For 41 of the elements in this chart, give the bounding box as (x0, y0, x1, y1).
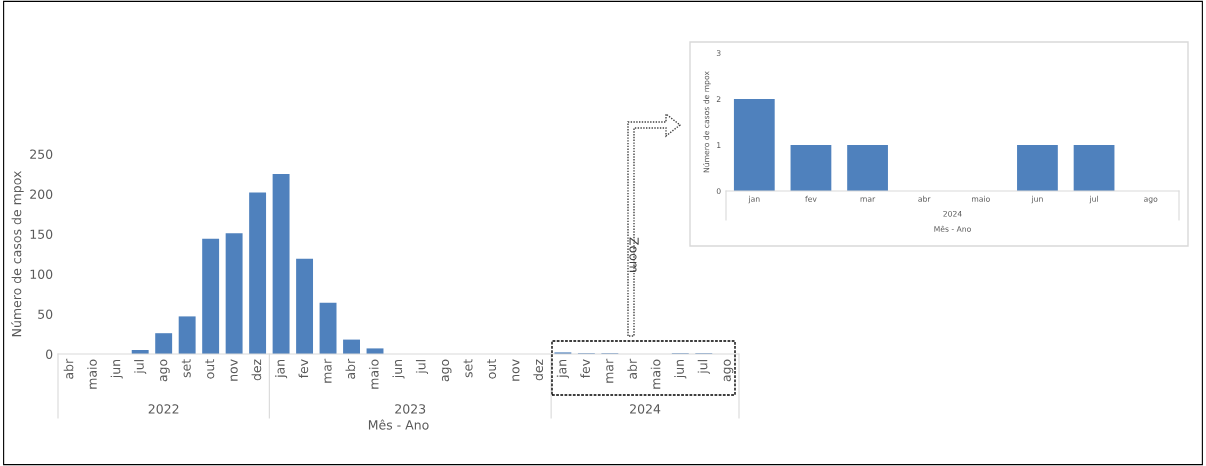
x-tick-label: dez (533, 359, 544, 381)
y-tick-label: 200 (30, 189, 53, 199)
x-tick-label: mar (606, 358, 614, 383)
x-tick-label: ago (441, 359, 452, 382)
x-tick-label: out (487, 359, 497, 379)
x-tick-label: abr (63, 358, 74, 379)
x-tick-label: maio (650, 359, 661, 389)
x-tick-label: jan (556, 359, 569, 379)
x-tick-label: jun (392, 359, 405, 379)
x-tick-label: set (463, 359, 473, 378)
x-tick-label: nov (512, 359, 520, 381)
x-tick-label: jul (134, 360, 147, 374)
x-tick-label: maio (87, 359, 97, 389)
y-tick-label: 100 (30, 269, 53, 279)
x-tick-label: ago (160, 359, 170, 382)
x-axis-title: Mês - Ano (368, 419, 429, 430)
x-tick-label: dez (251, 359, 262, 381)
y-axis-title: Número de casos de mpox (11, 171, 24, 337)
x-tick-label: maio (368, 359, 379, 389)
x-tick-label: out (205, 359, 215, 379)
x-tick-label: jun (110, 359, 123, 379)
x-tick-label: jul (415, 360, 429, 374)
x-tick-label: jan (275, 359, 288, 379)
x-tick-label: abr (627, 358, 637, 379)
x-tick-label: mar (324, 358, 332, 383)
x-tick-label: abr (345, 358, 356, 379)
text: 2022 (148, 404, 179, 414)
y-tick-label: 50 (38, 309, 53, 319)
x-tick-label: nov (230, 359, 238, 381)
y-tick-label: 150 (30, 229, 53, 239)
text: 2024 (630, 404, 661, 414)
x-tick-label: jun (674, 359, 687, 379)
x-tick-label: ago (723, 359, 734, 382)
x-tick-label: fev (580, 359, 590, 379)
x-tick-label: fev (298, 359, 309, 379)
y-tick-label: 0 (46, 349, 53, 359)
text: 2023 (395, 404, 426, 414)
y-tick-label: 250 (30, 149, 53, 159)
annotation: Zoom (629, 237, 639, 272)
x-tick-label: set (181, 359, 191, 378)
x-tick-label: jul (697, 360, 710, 374)
